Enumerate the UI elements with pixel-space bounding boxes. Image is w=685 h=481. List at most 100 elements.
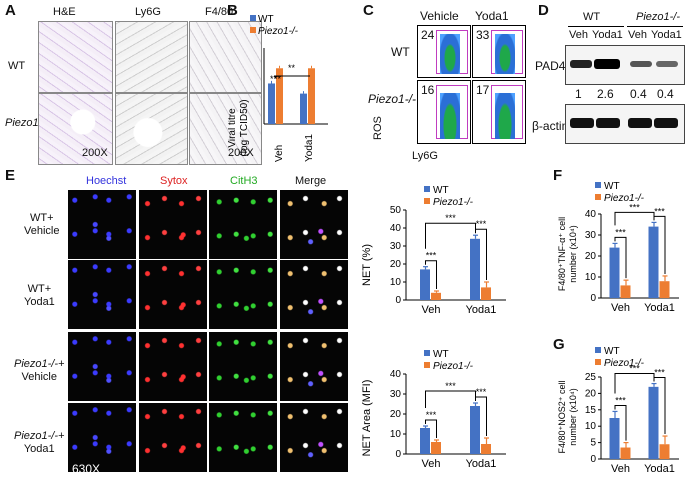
x-tick-label: Yoda1 bbox=[644, 463, 675, 475]
mic-col-hoechst: Hoechst bbox=[86, 175, 127, 187]
bar bbox=[300, 93, 307, 124]
micrograph bbox=[209, 332, 277, 401]
y-tick-label: 30 bbox=[390, 389, 402, 400]
wb-band bbox=[628, 118, 652, 128]
chart-ylabel: F4/80⁺NOS2⁺ cell bbox=[557, 380, 567, 453]
y-tick-label: 20 bbox=[390, 259, 402, 270]
bar bbox=[268, 83, 275, 124]
wb-blot-pad4 bbox=[565, 45, 685, 85]
wb-lane-1: Veh bbox=[569, 29, 588, 41]
facs-plot-ko-yoda1: 17 bbox=[472, 80, 526, 144]
facs-value: 16 bbox=[421, 83, 435, 97]
row-label-wt: WT bbox=[8, 60, 26, 72]
y-tick-label: 40 bbox=[390, 369, 402, 380]
chart-ylabel: NET (%) bbox=[361, 244, 373, 286]
chart-g: WT Piezo1-/- F4/80⁺NOS2⁺ cell number (x1… bbox=[557, 346, 679, 475]
chart-legend-swatch-ko bbox=[424, 198, 430, 204]
facs-ylabel: ROS bbox=[372, 116, 384, 140]
sig-label: *** bbox=[615, 227, 626, 237]
chart-legend-swatch-wt bbox=[595, 347, 601, 353]
panel-letter-g: G bbox=[553, 336, 565, 353]
facs-plot-ko-vehicle: 16 bbox=[417, 80, 471, 144]
wb-header-line-ko bbox=[627, 26, 683, 27]
micrograph bbox=[209, 190, 277, 259]
sig-label: *** bbox=[629, 364, 640, 374]
y-tick-label: 30 bbox=[585, 230, 597, 241]
y-tick-label: 50 bbox=[390, 205, 402, 216]
y-tick-label: 25 bbox=[585, 372, 597, 383]
chart-legend-swatch-wt bbox=[595, 182, 601, 188]
histology-f480-ko bbox=[189, 93, 262, 165]
micrograph bbox=[139, 403, 207, 472]
y-tick-label: 10 bbox=[390, 277, 402, 288]
panel-letter-f: F bbox=[553, 167, 563, 184]
chart-b-ylabel2: (log TCID50) bbox=[239, 99, 250, 156]
sig-label: *** bbox=[426, 251, 437, 261]
bar bbox=[609, 418, 620, 459]
bar bbox=[609, 247, 620, 298]
x-tick-label: Yoda1 bbox=[466, 458, 497, 470]
chart-b-xtick-veh: Veh bbox=[274, 145, 285, 162]
sig-label: *** bbox=[476, 387, 487, 397]
y-tick-label: 0 bbox=[395, 295, 401, 306]
wb-band bbox=[656, 61, 678, 67]
y-tick-label: 20 bbox=[585, 388, 597, 399]
facs-value: 17 bbox=[476, 83, 490, 97]
micrograph bbox=[139, 190, 207, 259]
chart-ylabel: F4/80⁺TNF-α⁺ cell bbox=[557, 217, 567, 291]
panel-letter-e: E bbox=[5, 167, 16, 184]
magnification-label-2: 200X bbox=[228, 147, 254, 159]
facs-plot-wt-vehicle: 24 bbox=[417, 25, 471, 78]
chart-ylabel-2: number (x10⁴) bbox=[568, 225, 578, 282]
sig-label: *** bbox=[654, 206, 665, 216]
sig-bracket-cross bbox=[614, 373, 655, 394]
chart-legend-swatch-ko bbox=[595, 359, 601, 365]
col-label-f480: F4/80 bbox=[205, 6, 234, 18]
wb-label-pad4: PAD4 bbox=[535, 59, 566, 73]
mic-col-merge: Merge bbox=[295, 175, 327, 187]
micrograph bbox=[280, 260, 348, 329]
sig-bracket bbox=[425, 419, 437, 438]
bar bbox=[481, 287, 491, 300]
facs-dots bbox=[495, 93, 515, 139]
wb-quant-2: 2.6 bbox=[597, 87, 614, 101]
wb-label-actin: β-actin bbox=[532, 119, 569, 133]
y-tick-label: 10 bbox=[585, 421, 597, 432]
y-tick-label: 10 bbox=[390, 429, 402, 440]
micrograph bbox=[139, 332, 207, 401]
chart-b-legend-ko: Piezo1-/- bbox=[258, 26, 299, 37]
y-tick-label: 15 bbox=[585, 405, 597, 416]
facs-dots bbox=[440, 93, 460, 139]
chart-legend-swatch-ko bbox=[424, 362, 430, 368]
chart-legend-ko: Piezo1-/- bbox=[433, 361, 474, 372]
chart-ylabel-2: number (x10⁴) bbox=[568, 388, 578, 445]
mic-row-1: WT+ Vehicle bbox=[24, 212, 60, 237]
chart-net-percent: WT Piezo1-/- NET (%) 0 10 20 30 40 50 Veh *** Yo… bbox=[361, 185, 506, 316]
bar bbox=[276, 68, 283, 124]
wb-lane-3: Veh bbox=[628, 29, 647, 41]
chart-f: WT Piezo1-/- F4/80⁺TNF-α⁺ cell number (x… bbox=[557, 181, 679, 314]
bar bbox=[420, 269, 430, 300]
facs-dots bbox=[495, 34, 515, 74]
micrograph bbox=[280, 332, 348, 401]
facs-col-vehicle: Vehicle bbox=[420, 9, 459, 23]
chart-legend-wt: WT bbox=[604, 346, 620, 357]
bar bbox=[648, 386, 659, 459]
y-tick-label: 0 bbox=[395, 449, 401, 460]
x-tick-label: Yoda1 bbox=[466, 304, 497, 316]
chart-ylabel: NET Area (MFI) bbox=[361, 380, 373, 457]
chart-b-sig-3: ** bbox=[288, 63, 296, 73]
micrograph bbox=[209, 260, 277, 329]
facs-col-yoda1: Yoda1 bbox=[475, 9, 509, 23]
mic-magnification: 630X bbox=[72, 462, 101, 476]
sig-label: *** bbox=[445, 213, 456, 223]
chart-legend-wt: WT bbox=[433, 185, 449, 196]
y-tick-label: 0 bbox=[590, 454, 596, 465]
bar bbox=[648, 226, 659, 298]
y-tick-label: 40 bbox=[585, 209, 597, 220]
chart-net-area: WT Piezo1-/- NET Area (MFI) 0 10 20 30 40 Veh… bbox=[361, 349, 506, 470]
micrograph bbox=[68, 332, 136, 401]
chart-legend-ko: Piezo1-/- bbox=[604, 193, 645, 204]
y-tick-label: 40 bbox=[390, 223, 402, 234]
bar bbox=[659, 281, 670, 298]
